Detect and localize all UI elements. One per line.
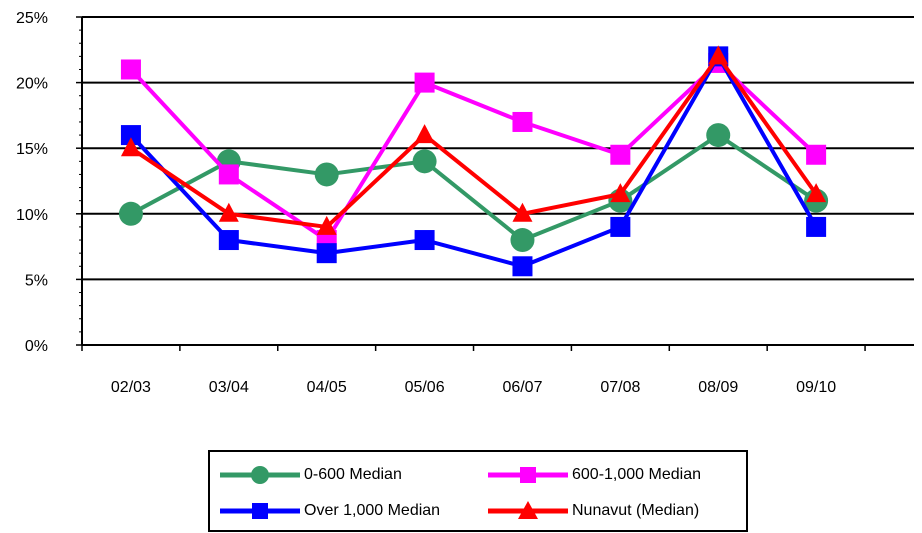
data-point: [706, 123, 731, 148]
legend-label: Nunavut (Median): [572, 502, 700, 519]
data-point: [610, 183, 631, 203]
data-point: [412, 149, 437, 174]
axes: [81, 17, 914, 346]
data-point: [510, 228, 535, 253]
data-point: [512, 256, 533, 277]
data-point: [806, 183, 827, 203]
data-point: [316, 215, 337, 235]
x-tick-label: 07/08: [600, 379, 640, 396]
y-tick-label: 5%: [25, 272, 48, 289]
series-2: [120, 46, 827, 277]
data-point: [316, 243, 337, 264]
data-point: [806, 144, 827, 165]
x-axis-ticks: 02/03 03/04 04/05 05/06 06/07 07/08 08/09 09/10: [81, 345, 866, 396]
data-point: [610, 216, 631, 237]
legend-item-600-1000: 600-1,000 Median: [486, 460, 701, 490]
y-tick-label: 15%: [16, 141, 48, 158]
data-point: [118, 201, 143, 226]
legend-label: 0-600 Median: [304, 466, 402, 483]
legend-label: 600-1,000 Median: [572, 466, 701, 483]
x-tick-label: 06/07: [502, 379, 542, 396]
x-tick-label: 05/06: [405, 379, 445, 396]
legend: 0-600 Median 600-1,000 Median Over 1,000…: [208, 450, 748, 532]
x-tick-label: 09/10: [796, 379, 836, 396]
legend-label: Over 1,000 Median: [304, 502, 441, 519]
data-point: [708, 45, 729, 65]
data-point: [218, 202, 239, 222]
x-tick-label: 08/09: [698, 379, 738, 396]
data-point: [314, 162, 339, 187]
data-point: [806, 216, 827, 237]
data-point: [218, 164, 239, 185]
x-tick-label: 03/04: [209, 379, 249, 396]
data-point: [414, 124, 435, 144]
legend-swatch-square-icon: [220, 503, 300, 519]
data-point: [610, 144, 631, 165]
legend-item-nunavut: Nunavut (Median): [486, 496, 699, 526]
series-group: [118, 45, 829, 277]
line-chart: 0% 5% 10% 15% 20% 25% 02/03 03/04 04/05 05/06 06/…: [16, 10, 914, 396]
legend-item-over-1000: Over 1,000 Median: [218, 496, 440, 526]
data-point: [512, 111, 533, 132]
data-point: [120, 125, 141, 146]
y-axis-ticks: 0% 5% 10% 15% 20% 25%: [16, 10, 82, 355]
data-point: [120, 137, 141, 157]
data-point: [512, 202, 533, 222]
legend-swatch-triangle-icon: [488, 501, 568, 519]
y-tick-label: 0%: [25, 338, 48, 355]
legend-swatch-circle-icon: [220, 466, 300, 484]
data-point: [414, 230, 435, 251]
series-line: [129, 133, 818, 243]
series-line: [129, 54, 818, 269]
series-line: [129, 54, 818, 229]
y-tick-label: 25%: [16, 10, 48, 27]
legend-swatch-square-icon: [488, 467, 568, 483]
x-tick-label: 02/03: [111, 379, 151, 396]
legend-item-0-600: 0-600 Median: [218, 460, 402, 490]
x-tick-label: 04/05: [307, 379, 347, 396]
data-point: [414, 72, 435, 93]
y-tick-label: 20%: [16, 76, 48, 93]
data-point: [120, 59, 141, 80]
series-3: [120, 45, 827, 235]
y-tick-label: 10%: [16, 207, 48, 224]
gridlines: [82, 16, 914, 281]
data-point: [218, 230, 239, 251]
